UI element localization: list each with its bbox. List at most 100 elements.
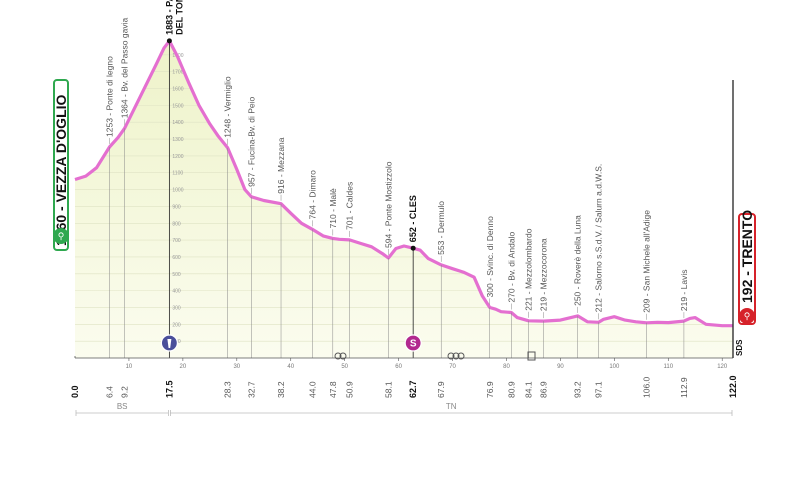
start-bike-glyph: ⚲ xyxy=(58,231,65,241)
x-tick-label: 100 xyxy=(609,364,620,370)
km-label: 50.9 xyxy=(345,381,355,398)
highlight-point xyxy=(166,38,172,44)
x-tick-label: 10 xyxy=(126,364,133,370)
km-label: 38.2 xyxy=(276,381,286,398)
km-label: 93.2 xyxy=(573,381,583,398)
summit-icon xyxy=(167,339,172,348)
x-tick-label: 90 xyxy=(557,364,564,370)
km-label: 58.1 xyxy=(383,381,393,398)
km-label: 97.1 xyxy=(594,381,604,398)
profile-area-layer xyxy=(75,40,733,359)
start-cycling-icon xyxy=(53,228,69,244)
y-tick-label: 1700 xyxy=(172,70,183,76)
y-tick-label: 500 xyxy=(172,272,181,278)
y-tick-label: 700 xyxy=(172,238,181,244)
km-label: 17.5 xyxy=(164,380,174,398)
waypoint-label: 553 - Dermulo xyxy=(436,201,446,255)
y-tick-label: 1500 xyxy=(172,103,183,109)
highlight-label: DEL TONALE xyxy=(174,0,184,35)
x-tick-label: 70 xyxy=(449,364,456,370)
x-tick-label: 120 xyxy=(717,364,728,370)
regions-layer: BS TN xyxy=(75,402,733,416)
y-tick-label: 1600 xyxy=(172,87,183,93)
waypoint-label: 764 - Dimaro xyxy=(307,170,317,219)
finish-badge: 192 - TRENTO ⚲ xyxy=(738,210,756,325)
waypoint-label: 1253 - Ponte di legno xyxy=(105,56,115,137)
start-badge-box xyxy=(53,79,69,251)
y-tick-label: 900 xyxy=(172,204,181,210)
x-tick-label: 40 xyxy=(287,364,294,370)
service-icon xyxy=(452,352,460,360)
km-label: 122.0 xyxy=(728,375,738,398)
km-label: 0.0 xyxy=(70,385,80,398)
profile-area xyxy=(75,40,733,359)
start-label: 1060 - VEZZA D'OGLIO xyxy=(53,94,69,246)
km-label: 84.1 xyxy=(524,381,534,398)
feed-zone-icons xyxy=(334,351,536,361)
y-tick-label: 300 xyxy=(172,305,181,311)
y-tick-label: 1200 xyxy=(172,154,183,160)
waypoints-layer: 1253 - Ponte di legno 1364 - Bv. del Pass… xyxy=(105,0,689,358)
profile-line xyxy=(74,39,733,328)
y-tick-label: 800 xyxy=(172,221,181,227)
y-tick-label: 1400 xyxy=(172,120,183,126)
profile-line-layer xyxy=(74,39,733,328)
waypoint-label: 710 - Malè xyxy=(328,188,338,228)
x-axis-layer: 10 20 30 40 50 60 70 80 90 100 110 120 xyxy=(74,80,734,370)
highlight-point xyxy=(410,245,416,251)
km-label: 32.7 xyxy=(246,381,256,398)
km-label: 62.7 xyxy=(408,380,418,398)
waypoint-label: 221 - Mezzolombardo xyxy=(524,228,534,310)
waypoint-label: 701 - Caldes xyxy=(345,182,355,230)
km-label: 67.9 xyxy=(436,381,446,398)
y-tick-label: 1300 xyxy=(172,137,183,143)
brand-logo: SDS xyxy=(735,339,744,356)
highlight-label: 1883 - PASSO xyxy=(164,0,174,35)
region-label: TN xyxy=(446,402,457,411)
waypoint-label: 250 - Roverè della Luna xyxy=(573,215,583,306)
km-labels-layer: 0.0 6.4 9.2 17.5 28.3 32.7 38.2 44.0 47.8 50.9 58.… xyxy=(70,375,738,398)
service-icon xyxy=(334,352,342,360)
finish-label: 192 - TRENTO xyxy=(739,210,755,303)
service-icon xyxy=(447,352,455,360)
km-label: 112.9 xyxy=(679,377,689,398)
km-label: 76.9 xyxy=(485,381,495,398)
y-tick-label: 1100 xyxy=(172,171,183,177)
y-tick-label: 400 xyxy=(172,289,181,295)
start-badge: 1060 - VEZZA D'OGLIO ⚲ xyxy=(53,79,69,251)
waypoint-label: 209 - San Michele all'Adige xyxy=(642,210,652,313)
waypoint-label: 916 - Mezzana xyxy=(276,137,286,193)
y-tick-label: 600 xyxy=(172,255,181,261)
y-tick-label: 200 xyxy=(172,322,181,328)
waypoint-label: 957 - Fucina-Bv. di Peio xyxy=(246,96,256,186)
waypoint-label: 212 - Salorno s.S.d.V. / Salurn a.d.W.S. xyxy=(594,164,604,313)
km-label: 6.4 xyxy=(105,386,115,398)
waypoint-label: 594 - Ponte Mostizzolo xyxy=(383,161,393,248)
y-tick-label: 1000 xyxy=(172,188,183,194)
x-tick-label: 80 xyxy=(503,364,510,370)
highlight-badge xyxy=(404,334,422,352)
service-icon xyxy=(339,352,347,360)
x-tick-label: 60 xyxy=(395,364,402,370)
x-tick-label: 20 xyxy=(180,364,187,370)
service-icon xyxy=(457,352,465,360)
waypoint-label: 219 - Lavis xyxy=(679,270,689,312)
km-label: 9.2 xyxy=(120,386,130,398)
finish-cycling-icon xyxy=(739,308,755,324)
waypoint-label: 219 - Mezzocorona xyxy=(539,238,549,311)
km-label: 44.0 xyxy=(307,381,317,398)
waypoint-label: 270 - Bv. di Andalo xyxy=(506,232,516,303)
highlight-label: 652 - CLES xyxy=(408,195,418,242)
railway-crossing-icon xyxy=(527,351,536,361)
km-label: 106.0 xyxy=(642,376,652,398)
km-label: 80.9 xyxy=(506,381,516,398)
km-label: 86.9 xyxy=(539,381,549,398)
km-label: 47.8 xyxy=(328,381,338,398)
waypoint-label: 1248 - Vermiglio xyxy=(223,76,233,138)
km-label: 28.3 xyxy=(223,381,233,398)
x-tick-label: 110 xyxy=(663,364,673,370)
x-tick-label: 50 xyxy=(341,364,348,370)
grid-layer: 1002003004005006007008009001000110012001… xyxy=(75,53,733,345)
waypoint-label: 1364 - Bv. del Passo gavia xyxy=(120,18,130,119)
